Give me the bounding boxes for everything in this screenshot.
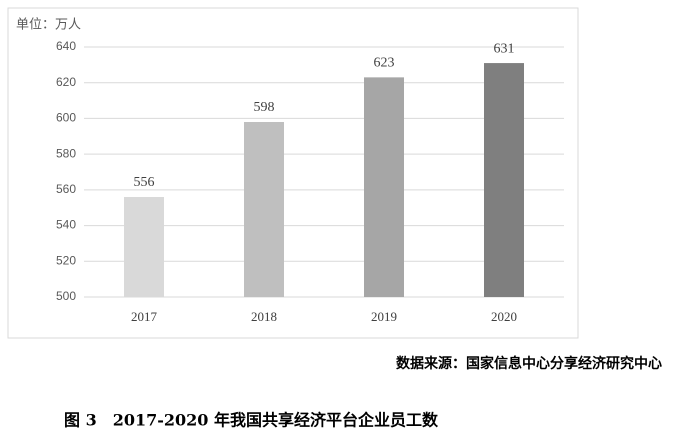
y-tick-label: 600 <box>56 111 76 125</box>
bar <box>244 122 284 297</box>
bar <box>124 197 164 297</box>
source-note: 数据来源：国家信息中心分享经济研究中心 <box>396 355 662 372</box>
y-tick-label: 540 <box>56 218 76 232</box>
unit-label: 单位：万人 <box>16 18 81 33</box>
y-tick-label: 500 <box>56 289 76 303</box>
x-tick-label: 2020 <box>491 309 517 324</box>
data-label: 598 <box>254 100 275 115</box>
y-tick-label: 520 <box>56 253 76 267</box>
data-label: 631 <box>494 41 515 56</box>
bar <box>484 63 524 298</box>
y-tick-label: 620 <box>56 75 76 89</box>
bar <box>364 77 404 297</box>
x-tick-label: 2019 <box>371 309 397 324</box>
y-tick-label: 560 <box>56 182 76 196</box>
data-label: 556 <box>134 175 155 190</box>
chart-frame <box>7 7 579 339</box>
y-tick-label: 580 <box>56 146 76 160</box>
data-label: 623 <box>374 56 395 71</box>
figure-caption: 图 3 2017-2020 年我国共享经济平台企业员工数 <box>64 411 439 430</box>
x-tick-label: 2017 <box>131 309 158 324</box>
x-tick-label: 2018 <box>251 309 277 324</box>
y-tick-label: 640 <box>56 39 76 53</box>
